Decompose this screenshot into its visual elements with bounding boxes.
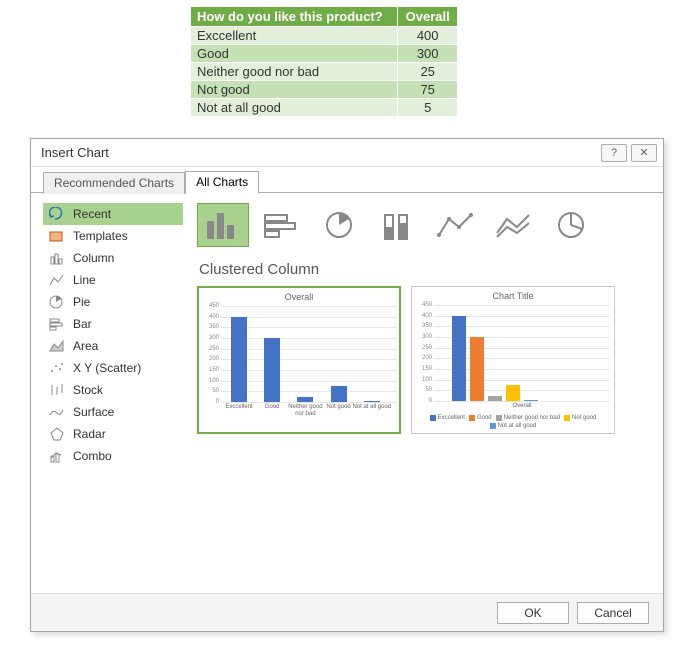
sidebar-item-scatter[interactable]: X Y (Scatter): [43, 357, 183, 379]
chart-title: Overall: [199, 288, 399, 302]
area-chart-icon: [49, 339, 65, 353]
sidebar-item-surface[interactable]: Surface: [43, 401, 183, 423]
cancel-button[interactable]: Cancel: [577, 602, 649, 624]
chart-title: Chart Title: [412, 287, 614, 301]
stock-chart-icon: [49, 383, 65, 397]
recent-icon: [49, 207, 65, 221]
subtype-line-markers[interactable]: [429, 203, 481, 247]
table-header-question: How do you like this product?: [191, 7, 398, 27]
table-header-overall: Overall: [398, 7, 458, 27]
sidebar-item-area[interactable]: Area: [43, 335, 183, 357]
sidebar-item-pie[interactable]: Pie: [43, 291, 183, 313]
dialog-title: Insert Chart: [41, 145, 109, 160]
sidebar-item-label: Stock: [73, 383, 103, 397]
subtype-line[interactable]: [487, 203, 539, 247]
tab-strip: Recommended Charts All Charts: [31, 167, 663, 193]
dialog-footer: OK Cancel: [31, 593, 663, 631]
radar-chart-icon: [49, 427, 65, 441]
column-chart-icon: [49, 251, 65, 265]
subtype-bar[interactable]: [255, 203, 307, 247]
bar-chart-icon: [49, 317, 65, 331]
table-row: Exccellent400: [191, 27, 458, 45]
chart-preview-single-series[interactable]: Overall 050100150200250300350400450Excce…: [197, 286, 401, 434]
sidebar-item-stock[interactable]: Stock: [43, 379, 183, 401]
dialog-titlebar: Insert Chart ? ✕: [31, 139, 663, 167]
sidebar-item-label: Pie: [73, 295, 90, 309]
line-chart-icon: [49, 273, 65, 287]
sidebar-item-label: Templates: [73, 229, 128, 243]
table-row: Good300: [191, 45, 458, 63]
sidebar-item-bar[interactable]: Bar: [43, 313, 183, 335]
sidebar-item-label: Area: [73, 339, 98, 353]
insert-chart-dialog: Insert Chart ? ✕ Recommended Charts All …: [30, 138, 664, 632]
sidebar-item-combo[interactable]: Combo: [43, 445, 183, 467]
subtype-pie2[interactable]: [545, 203, 597, 247]
table-row: Neither good nor bad25: [191, 63, 458, 81]
preview-section-title: Clustered Column: [199, 261, 647, 278]
sidebar-item-label: Recent: [73, 207, 111, 221]
sidebar-item-label: X Y (Scatter): [73, 361, 141, 375]
sidebar-item-column[interactable]: Column: [43, 247, 183, 269]
sidebar-item-line[interactable]: Line: [43, 269, 183, 291]
tab-all-charts[interactable]: All Charts: [185, 171, 259, 194]
chart-preview-multi-series[interactable]: Chart Title 050100150200250300350400450O…: [411, 286, 615, 434]
pie-chart-icon: [49, 295, 65, 309]
sidebar-item-radar[interactable]: Radar: [43, 423, 183, 445]
sidebar-item-label: Column: [73, 251, 114, 265]
chart-subtype-row: [197, 203, 647, 247]
table-row: Not at all good5: [191, 99, 458, 117]
sidebar-item-label: Surface: [73, 405, 114, 419]
product-survey-table: How do you like this product? Overall Ex…: [190, 6, 458, 117]
table-row: Not good75: [191, 81, 458, 99]
help-button[interactable]: ?: [601, 144, 627, 162]
subtype-pie[interactable]: [313, 203, 365, 247]
subtype-clustered-column[interactable]: [197, 203, 249, 247]
chart-category-sidebar: Recent Templates Column Line Pie Bar: [31, 193, 191, 593]
subtype-stacked-column[interactable]: [371, 203, 423, 247]
surface-chart-icon: [49, 405, 65, 419]
scatter-chart-icon: [49, 361, 65, 375]
sidebar-item-label: Bar: [73, 317, 92, 331]
combo-chart-icon: [49, 449, 65, 463]
sidebar-item-templates[interactable]: Templates: [43, 225, 183, 247]
sidebar-item-label: Line: [73, 273, 96, 287]
sidebar-item-recent[interactable]: Recent: [43, 203, 183, 225]
templates-icon: [49, 229, 65, 243]
sidebar-item-label: Radar: [73, 427, 106, 441]
close-button[interactable]: ✕: [631, 144, 657, 162]
sidebar-item-label: Combo: [73, 449, 112, 463]
tab-recommended-charts[interactable]: Recommended Charts: [43, 172, 185, 194]
ok-button[interactable]: OK: [497, 602, 569, 624]
